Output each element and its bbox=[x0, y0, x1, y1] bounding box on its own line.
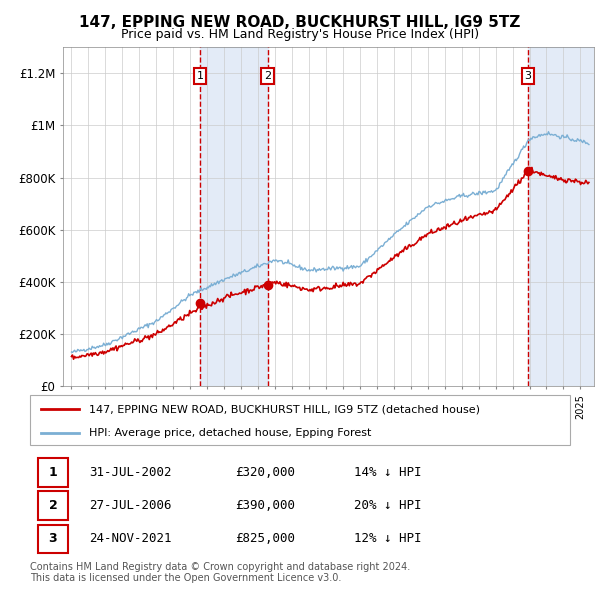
Text: 147, EPPING NEW ROAD, BUCKHURST HILL, IG9 5TZ (detached house): 147, EPPING NEW ROAD, BUCKHURST HILL, IG… bbox=[89, 404, 481, 414]
FancyBboxPatch shape bbox=[38, 525, 68, 553]
Text: Price paid vs. HM Land Registry's House Price Index (HPI): Price paid vs. HM Land Registry's House … bbox=[121, 28, 479, 41]
Text: 3: 3 bbox=[524, 71, 532, 81]
FancyBboxPatch shape bbox=[30, 395, 570, 445]
Text: 31-JUL-2002: 31-JUL-2002 bbox=[89, 466, 172, 480]
Text: 2: 2 bbox=[49, 499, 58, 513]
FancyBboxPatch shape bbox=[38, 458, 68, 487]
Text: 2: 2 bbox=[264, 71, 271, 81]
Text: This data is licensed under the Open Government Licence v3.0.: This data is licensed under the Open Gov… bbox=[30, 573, 341, 584]
Text: 1: 1 bbox=[49, 466, 58, 480]
Text: 1: 1 bbox=[196, 71, 203, 81]
Text: 27-JUL-2006: 27-JUL-2006 bbox=[89, 499, 172, 513]
Text: 12% ↓ HPI: 12% ↓ HPI bbox=[354, 532, 421, 546]
Text: £390,000: £390,000 bbox=[235, 499, 295, 513]
Text: 24-NOV-2021: 24-NOV-2021 bbox=[89, 532, 172, 546]
Bar bbox=[528, 47, 594, 386]
Bar bbox=[200, 47, 268, 386]
Text: £825,000: £825,000 bbox=[235, 532, 295, 546]
Text: £320,000: £320,000 bbox=[235, 466, 295, 480]
Text: 20% ↓ HPI: 20% ↓ HPI bbox=[354, 499, 421, 513]
Text: HPI: Average price, detached house, Epping Forest: HPI: Average price, detached house, Eppi… bbox=[89, 428, 372, 438]
Text: Contains HM Land Registry data © Crown copyright and database right 2024.: Contains HM Land Registry data © Crown c… bbox=[30, 562, 410, 572]
Text: 3: 3 bbox=[49, 532, 57, 546]
FancyBboxPatch shape bbox=[38, 491, 68, 520]
Text: 14% ↓ HPI: 14% ↓ HPI bbox=[354, 466, 421, 480]
Text: 147, EPPING NEW ROAD, BUCKHURST HILL, IG9 5TZ: 147, EPPING NEW ROAD, BUCKHURST HILL, IG… bbox=[79, 15, 521, 30]
